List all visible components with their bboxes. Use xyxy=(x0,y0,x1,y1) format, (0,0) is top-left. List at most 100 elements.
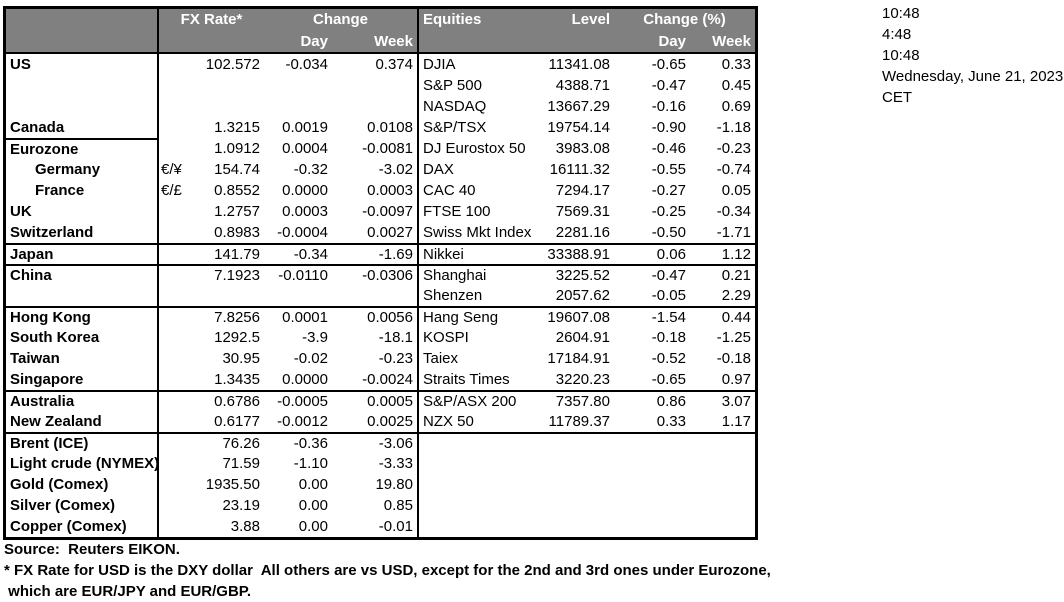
equity-day-change-cell xyxy=(614,495,690,516)
equity-index-cell: Straits Times xyxy=(417,369,532,390)
equity-index-cell: S&P/TSX xyxy=(417,117,532,138)
equity-index-cell: Taiex xyxy=(417,348,532,369)
equity-level-cell: 19754.14 xyxy=(547,119,610,136)
country-cell: Singapore xyxy=(6,369,159,390)
equity-week-change-cell: 0.45 xyxy=(721,77,751,94)
fx-week-change-cell: 0.85 xyxy=(383,497,413,514)
equity-day-change-cell: -0.25 xyxy=(651,203,686,220)
equity-day-change-cell: -0.18 xyxy=(651,329,686,346)
equity-level-cell: 2604.91 xyxy=(555,329,610,346)
equity-week-change-cell: 0.44 xyxy=(690,306,755,327)
timestamp-local: 10:48 xyxy=(882,5,920,22)
fx-rate-cell: 1.2757 xyxy=(214,203,260,220)
fx-rate-cell: 0.8983 xyxy=(214,224,260,241)
fx-week-change-cell: -0.0081 xyxy=(362,140,413,157)
fx-day-change-cell: -0.0005 xyxy=(264,390,332,411)
equity-level-cell: 7294.17 xyxy=(555,182,610,199)
fx-rate-cell xyxy=(196,285,264,306)
currency-pair-cell xyxy=(159,117,196,138)
equity-week-change-cell: -0.18 xyxy=(716,350,751,367)
fx-week-change-cell: -0.23 xyxy=(378,350,413,367)
equity-week-change-cell: 1.12 xyxy=(690,243,755,264)
fx-day-change-cell xyxy=(264,96,332,117)
fx-rate-cell: 154.74 xyxy=(214,161,260,178)
currency-pair-cell xyxy=(159,306,196,327)
fx-rate-cell: 1.3435 xyxy=(214,371,260,388)
equity-index-cell: S&P 500 xyxy=(417,75,532,96)
table-row: Shenzen 2057.62 -0.05 2.29 xyxy=(6,285,755,306)
equity-level-cell: 11341.08 xyxy=(548,56,610,73)
table-row: Copper (Comex) 3.88 0.00 -0.01 xyxy=(6,516,755,537)
header-fx-week: Week xyxy=(374,33,413,50)
equity-day-change-cell: -0.16 xyxy=(651,98,686,115)
equity-level-cell xyxy=(532,516,614,537)
fx-day-change-cell xyxy=(264,285,332,306)
currency-pair-cell: €/¥ xyxy=(161,161,182,178)
country-cell: Australia xyxy=(6,390,159,411)
country-cell: France xyxy=(6,180,159,201)
currency-pair-cell xyxy=(159,243,196,264)
equity-week-change-cell: 3.07 xyxy=(690,390,755,411)
equity-week-change-cell xyxy=(690,432,755,453)
fx-week-change-cell: -0.01 xyxy=(378,518,413,535)
table-row: Switzerland 0.8983 -0.0004 0.0027 Swiss … xyxy=(6,222,755,243)
equity-level-cell xyxy=(532,474,614,495)
header-corner-blank-2 xyxy=(6,31,159,52)
fx-week-change-cell: -0.0306 xyxy=(332,264,417,285)
header-level: Level xyxy=(571,11,610,28)
source-note: Source: Reuters EIKON. xyxy=(4,541,180,558)
equity-level-cell: 3225.52 xyxy=(532,264,614,285)
equity-week-change-cell: 0.69 xyxy=(721,98,751,115)
equity-index-cell: NASDAQ xyxy=(417,96,532,117)
table-row: UK 1.2757 0.0003 -0.0097 FTSE 100 7569.3… xyxy=(6,201,755,222)
country-cell xyxy=(6,285,159,306)
equity-index-cell: Hang Seng xyxy=(417,306,532,327)
equity-index-cell: Nikkei xyxy=(417,243,532,264)
fx-week-change-cell: -1.69 xyxy=(332,243,417,264)
equity-day-change-cell: -0.05 xyxy=(651,287,686,304)
fx-week-change-cell: 0.0108 xyxy=(367,119,413,136)
fx-day-change-cell: 0.00 xyxy=(298,518,328,535)
currency-pair-cell xyxy=(159,474,196,495)
currency-pair-cell xyxy=(159,285,196,306)
table-row: Australia 0.6786 -0.0005 0.0005 S&P/ASX … xyxy=(6,390,755,411)
country-cell: New Zealand xyxy=(6,411,159,432)
currency-pair-cell xyxy=(159,54,196,75)
fx-rate-cell: 1292.5 xyxy=(214,329,260,346)
equity-level-cell: 16111.32 xyxy=(549,161,610,178)
table-header-row-1: FX Rate* Change Equities Level Change (%… xyxy=(6,9,755,31)
fx-day-change-cell: -3.9 xyxy=(302,329,328,346)
fx-week-change-cell: 0.0005 xyxy=(332,390,417,411)
table-row: France €/£ 0.8552 0.0000 0.0003 CAC 40 7… xyxy=(6,180,755,201)
country-cell: US xyxy=(6,54,159,75)
equity-level-cell: 17184.91 xyxy=(547,350,610,367)
header-corner-blank xyxy=(6,9,159,31)
fx-week-change-cell: -0.0024 xyxy=(362,371,413,388)
fx-rate-cell: 1935.50 xyxy=(205,476,260,493)
equity-index-cell xyxy=(417,453,532,474)
fx-rate-cell: 1.0912 xyxy=(214,140,260,157)
fx-week-change-cell xyxy=(332,96,417,117)
footnotes: Source: Reuters EIKON. * FX Rate for USD… xyxy=(4,539,771,602)
country-cell: UK xyxy=(6,201,159,222)
equity-index-cell: DJIA xyxy=(417,54,532,75)
fx-week-change-cell: -3.06 xyxy=(332,432,417,453)
equity-index-cell xyxy=(417,432,532,453)
fx-day-change-cell: 0.0000 xyxy=(282,371,328,388)
equity-index-cell: DJ Eurostox 50 xyxy=(417,138,532,159)
equity-level-cell: 2281.16 xyxy=(555,224,610,241)
header-fx-blank xyxy=(159,31,264,52)
header-change: Change xyxy=(312,11,368,28)
header-level-blank xyxy=(532,31,614,52)
equity-day-change-cell: 0.06 xyxy=(614,243,690,264)
currency-pair-cell xyxy=(159,411,196,432)
equity-index-cell: KOSPI xyxy=(417,327,532,348)
fx-week-change-cell: 0.0027 xyxy=(367,224,413,241)
table-row: Silver (Comex) 23.19 0.00 0.85 xyxy=(6,495,755,516)
table-row: South Korea 1292.5 -3.9 -18.1 KOSPI 2604… xyxy=(6,327,755,348)
fx-day-change-cell: 0.0000 xyxy=(282,182,328,199)
fx-rate-cell: 141.79 xyxy=(196,243,264,264)
fx-day-change-cell: 0.0003 xyxy=(282,203,328,220)
equity-week-change-cell: 0.05 xyxy=(721,182,751,199)
